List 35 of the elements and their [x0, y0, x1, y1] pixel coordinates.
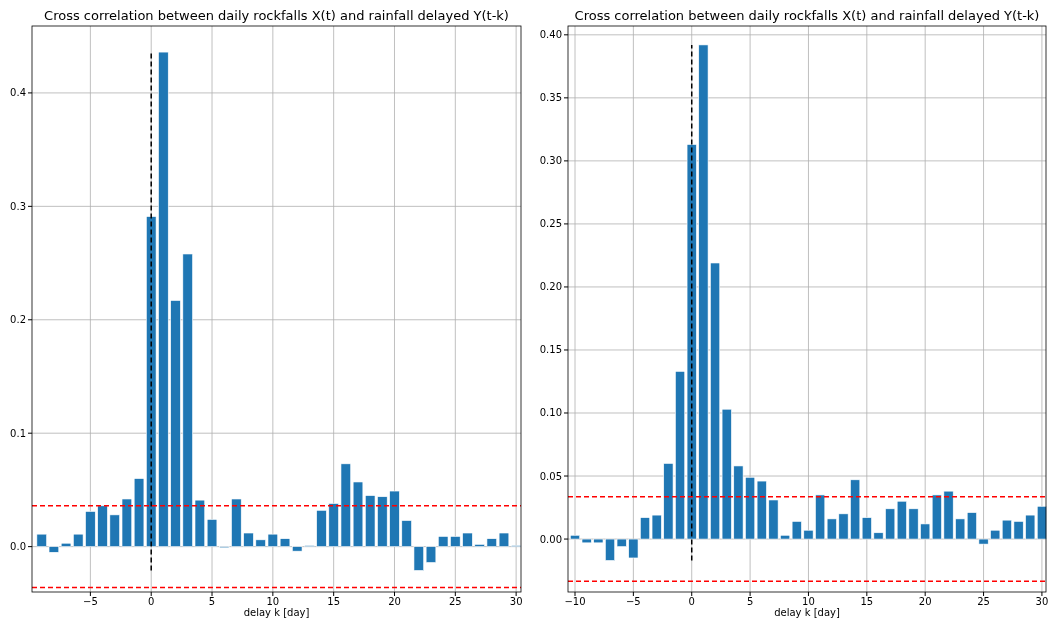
x-axis-title: delay k [day] — [774, 607, 840, 618]
x-tick-label: 25 — [448, 596, 462, 607]
y-tick-label: 0.0 — [10, 541, 26, 553]
y-tick-label: 0.40 — [539, 29, 562, 41]
x-tick-label: 15 — [860, 596, 874, 607]
x-tick-label: −5 — [83, 596, 98, 607]
x-tick-label: 30 — [1035, 596, 1048, 607]
x-tick-label: 20 — [388, 596, 401, 607]
x-tick-label: 15 — [327, 596, 341, 607]
y-tick-label: 0.20 — [539, 281, 562, 293]
x-tick-label: 10 — [266, 596, 280, 607]
chart-title: Cross correlation between daily rockfalls X(t) and rainfall delayed Y(t-k) — [574, 8, 1040, 23]
y-tick-label: 0.10 — [539, 407, 562, 419]
x-tick-label: 5 — [208, 596, 216, 607]
y-tick-label: 0.1 — [10, 427, 26, 439]
x-tick-label: 10 — [802, 596, 815, 607]
x-tick-label: −10 — [564, 596, 586, 607]
y-tick-label: 0.15 — [539, 344, 562, 356]
y-tick-label: 0.2 — [10, 314, 26, 326]
x-tick-label: 0 — [148, 596, 155, 607]
x-tick-label: 5 — [746, 596, 754, 607]
chart-title: Cross correlation between daily rockfalls X(t) and rainfall delayed Y(t-k) — [44, 8, 509, 23]
x-tick-label: 30 — [509, 596, 523, 607]
x-tick-label: 25 — [977, 596, 990, 607]
y-tick-label: 0.05 — [539, 470, 562, 482]
y-tick-label: 0.3 — [10, 200, 26, 212]
x-tick-label: 20 — [918, 596, 932, 607]
x-tick-label: 0 — [688, 596, 695, 607]
y-tick-label: 0.4 — [10, 87, 26, 99]
x-axis-title: delay k [day] — [243, 607, 310, 618]
y-tick-label: 0.30 — [539, 155, 562, 167]
y-tick-label: 0.35 — [539, 92, 562, 104]
y-tick-label: 0.25 — [539, 218, 562, 230]
x-tick-label: −5 — [625, 596, 641, 607]
y-tick-label: 0.00 — [539, 533, 562, 545]
